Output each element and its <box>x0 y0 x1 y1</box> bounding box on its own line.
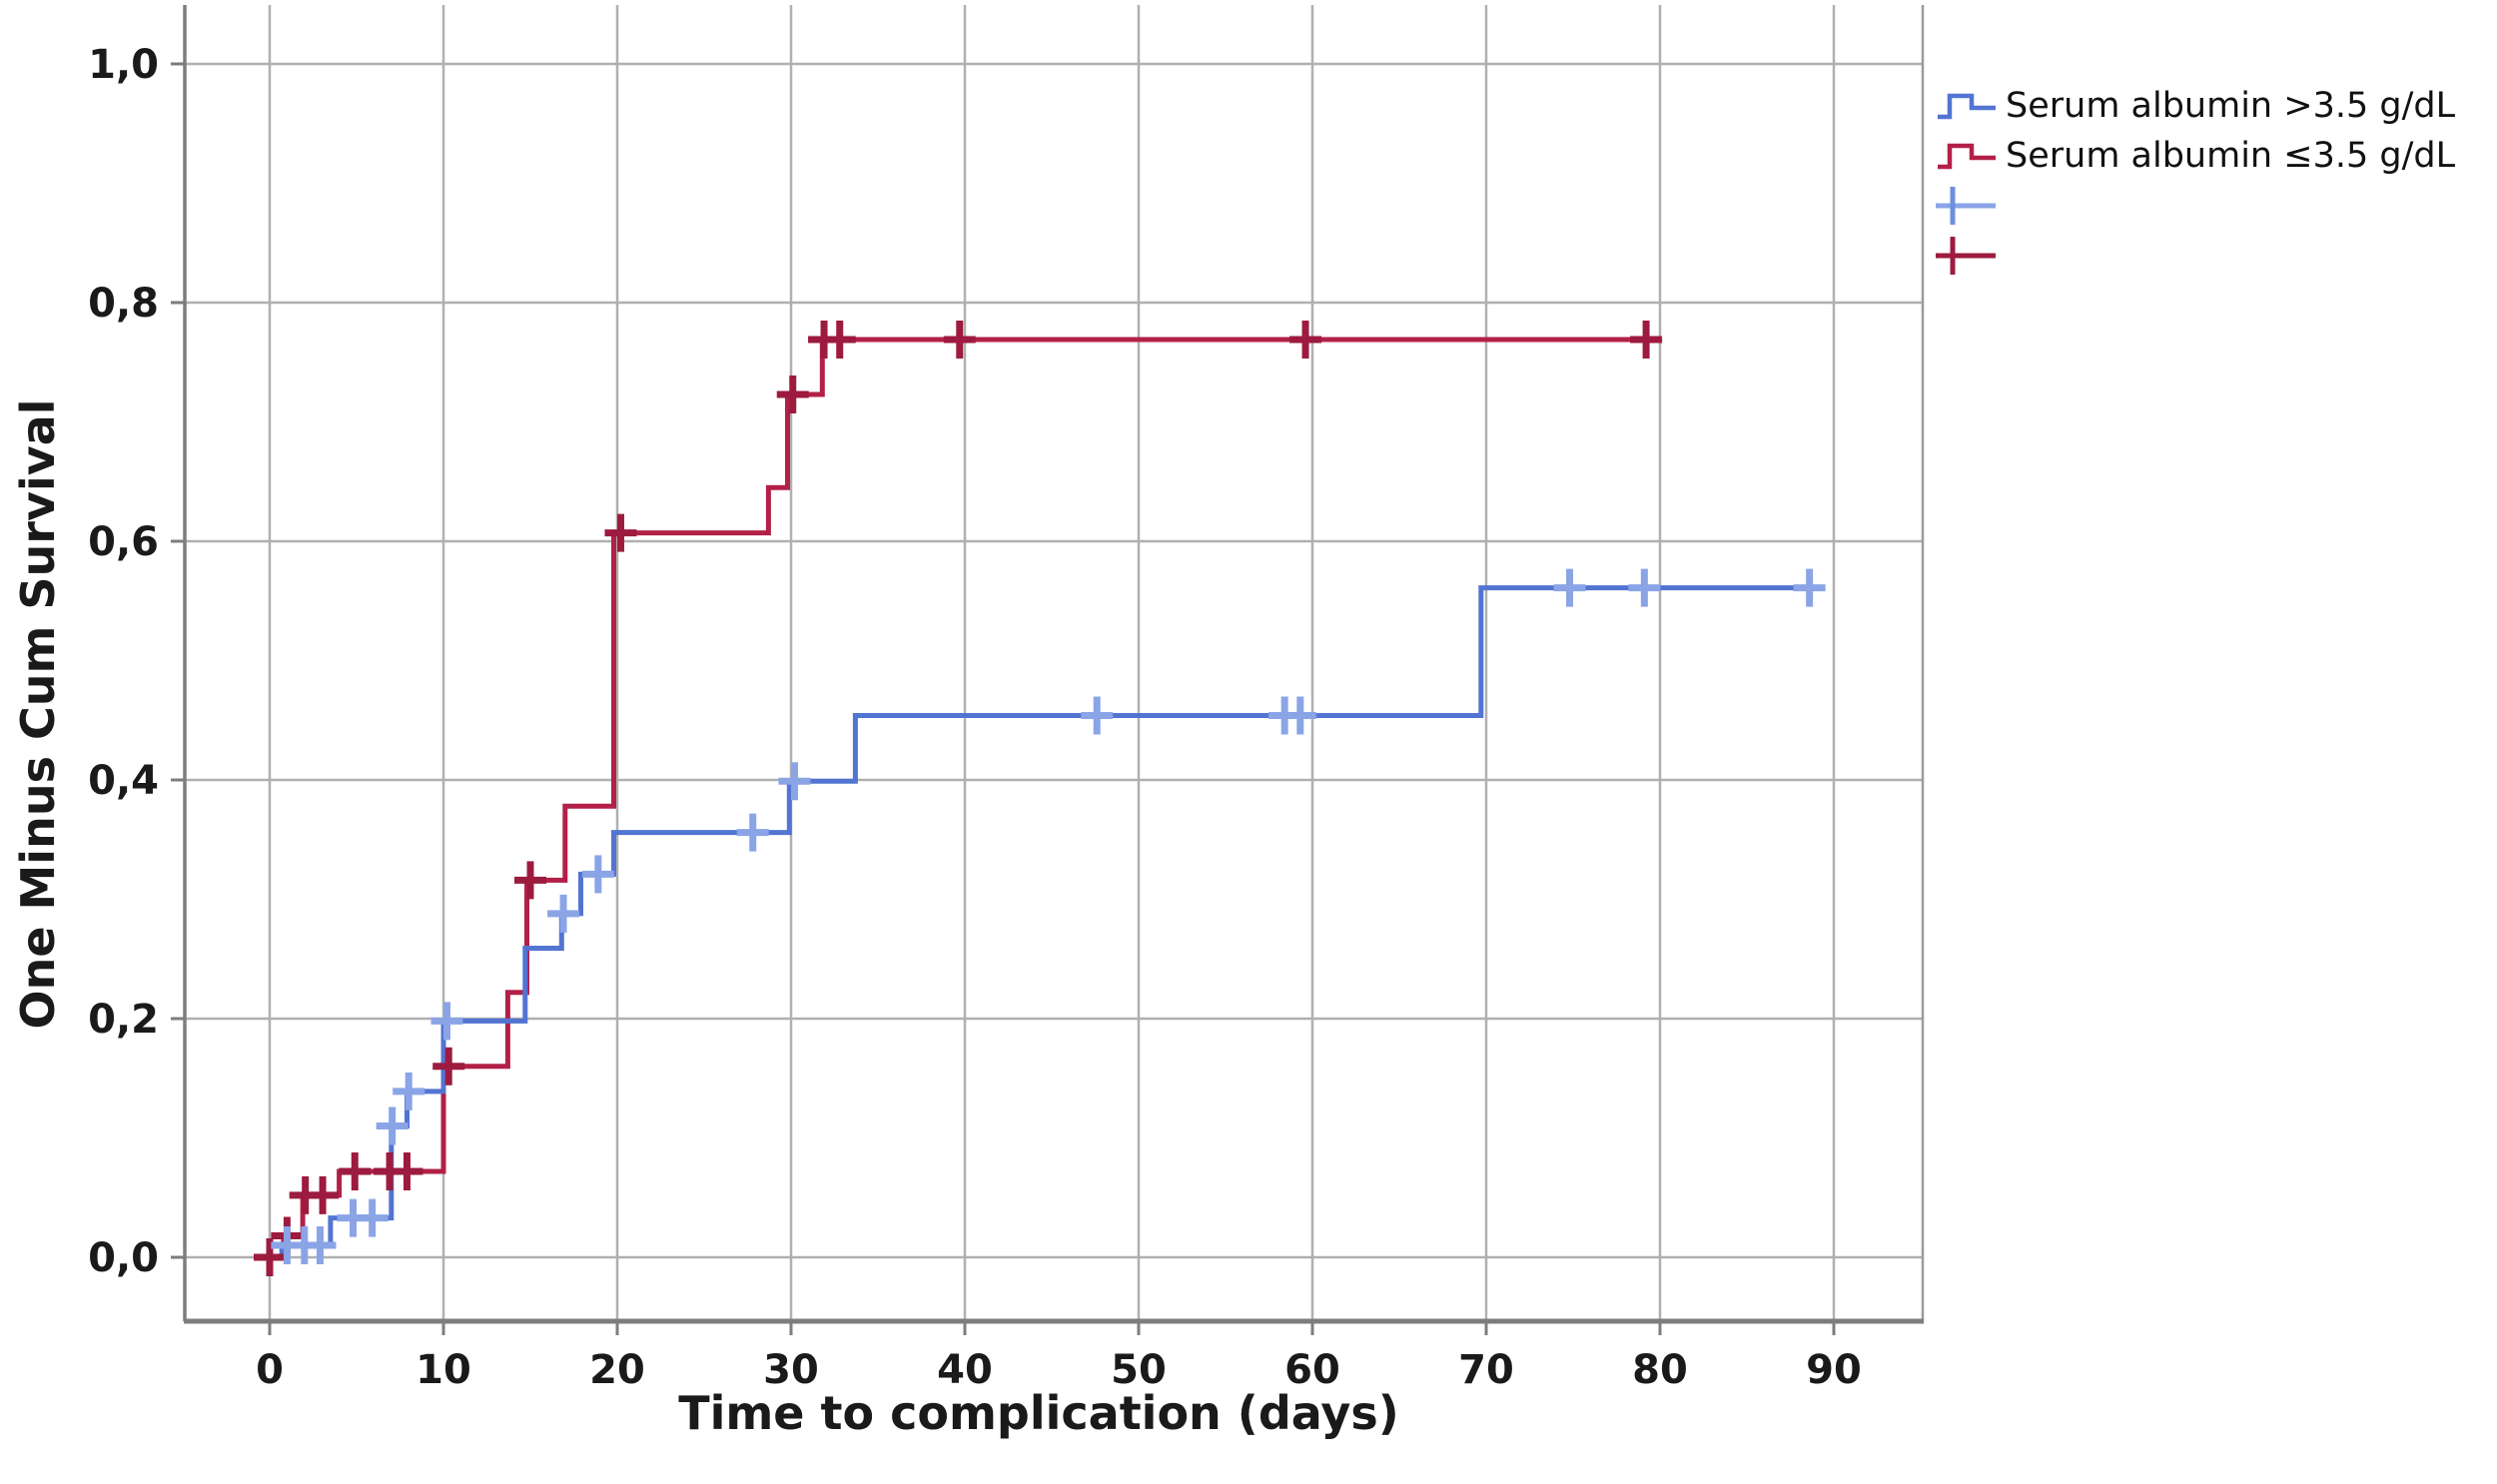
red-step-line-icon <box>1938 143 1996 170</box>
x-tick-label: 30 <box>763 1347 819 1393</box>
blue-step-line-icon <box>1938 93 1996 120</box>
x-tick-label: 70 <box>1458 1347 1514 1393</box>
x-tick-label: 10 <box>416 1347 471 1393</box>
x-axis-title: Time to complication (days) <box>678 1386 1399 1440</box>
blue-censor-plus-icon <box>1936 187 1996 225</box>
y-tick-label: 0,8 <box>88 281 159 327</box>
x-tick-label: 40 <box>937 1347 993 1393</box>
legend-row-censored-low <box>1936 234 2455 278</box>
y-tick-label: 0,6 <box>88 519 159 565</box>
x-tick-label: 0 <box>256 1347 284 1393</box>
y-axis-title: One Minus Cum Survival <box>11 398 65 1030</box>
x-tick-label: 90 <box>1806 1347 1862 1393</box>
y-tick-label: 0,4 <box>88 758 159 804</box>
red-censor-plus-icon <box>1936 237 1996 275</box>
x-tick-label: 60 <box>1284 1347 1340 1393</box>
legend-label-albumin-low: Serum albumin ≤3.5 g/dL <box>2006 136 2456 176</box>
survival-curve <box>270 585 1826 1260</box>
x-tick-label: 50 <box>1111 1347 1167 1393</box>
x-tick-label: 80 <box>1632 1347 1688 1393</box>
legend-label-albumin-high: Serum albumin >3.5 g/dL <box>2006 86 2456 126</box>
legend: Serum albumin >3.5 g/dL Serum albumin ≤3… <box>1936 84 2455 278</box>
x-tick-label: 20 <box>589 1347 645 1393</box>
legend-row-albumin-low: Serum albumin ≤3.5 g/dL <box>1936 134 2455 178</box>
legend-row-albumin-high: Serum albumin >3.5 g/dL <box>1936 84 2455 128</box>
y-tick-label: 1,0 <box>88 42 159 88</box>
y-tick-label: 0,2 <box>88 997 159 1043</box>
legend-row-censored-high <box>1936 184 2455 228</box>
survival-curve <box>270 337 1647 1260</box>
y-tick-label: 0,0 <box>88 1235 159 1281</box>
